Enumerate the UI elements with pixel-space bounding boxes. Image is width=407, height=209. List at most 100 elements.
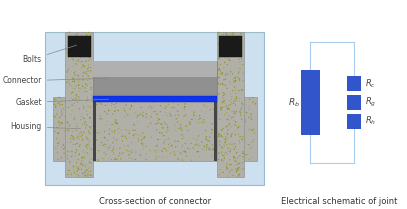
Point xyxy=(230,121,236,125)
Point xyxy=(85,31,92,34)
Point xyxy=(83,83,90,87)
Point xyxy=(217,124,223,127)
Point xyxy=(183,125,189,128)
Point xyxy=(86,105,92,108)
Point xyxy=(232,120,239,123)
Point xyxy=(181,115,187,118)
Point xyxy=(218,127,225,130)
Point xyxy=(224,34,231,37)
Point xyxy=(70,50,77,53)
Point xyxy=(79,159,85,162)
Point xyxy=(125,150,131,153)
Point xyxy=(82,120,88,124)
Point xyxy=(140,136,147,140)
Point xyxy=(224,146,230,149)
Point xyxy=(96,144,103,147)
Point xyxy=(240,152,246,155)
Point xyxy=(215,140,221,143)
Point xyxy=(84,110,90,113)
Point xyxy=(147,104,153,107)
Point xyxy=(98,103,105,106)
Point xyxy=(59,113,65,117)
Point xyxy=(172,145,179,149)
Point xyxy=(88,132,94,135)
Point xyxy=(183,154,190,158)
Point xyxy=(239,101,245,104)
Point xyxy=(207,108,214,111)
Point xyxy=(234,156,241,160)
Point xyxy=(78,97,85,100)
Point xyxy=(59,121,66,125)
Point xyxy=(218,145,225,148)
Point xyxy=(80,152,87,155)
Point xyxy=(221,99,228,102)
Point xyxy=(227,92,234,96)
Point xyxy=(231,156,238,159)
Point xyxy=(69,152,75,156)
Point xyxy=(79,133,86,136)
Point xyxy=(130,101,137,104)
Point xyxy=(83,124,90,127)
Point xyxy=(203,138,209,141)
Point xyxy=(197,116,204,120)
Point xyxy=(83,44,90,47)
Point xyxy=(83,82,89,85)
Point xyxy=(134,115,140,119)
Point xyxy=(81,71,88,74)
Point xyxy=(224,87,230,90)
Point xyxy=(239,106,245,109)
Point xyxy=(54,102,60,105)
Point xyxy=(222,39,228,42)
Point xyxy=(140,143,146,147)
Point xyxy=(192,144,199,147)
Point xyxy=(163,105,170,108)
Point xyxy=(219,71,225,75)
Point xyxy=(82,163,89,167)
Point xyxy=(66,82,73,85)
Point xyxy=(250,138,257,141)
Point xyxy=(80,84,86,88)
Point xyxy=(239,88,245,92)
Point xyxy=(69,90,76,94)
Point xyxy=(221,140,227,144)
Point xyxy=(79,133,85,137)
Point xyxy=(228,105,234,108)
Point xyxy=(181,108,188,111)
Point xyxy=(88,105,94,108)
Point xyxy=(85,129,91,132)
Point xyxy=(67,117,74,121)
Point xyxy=(226,163,233,166)
Point xyxy=(110,151,117,154)
Bar xyxy=(93,96,217,102)
Point xyxy=(239,145,245,148)
Point xyxy=(76,152,83,156)
Point xyxy=(210,147,217,150)
Point xyxy=(55,150,61,154)
Point xyxy=(216,151,223,154)
Point xyxy=(241,131,247,134)
Point xyxy=(224,35,231,38)
Text: $R_b$: $R_b$ xyxy=(288,96,300,109)
Point xyxy=(211,129,217,132)
Point xyxy=(80,37,87,40)
Point xyxy=(224,166,231,170)
Point xyxy=(152,122,159,125)
Point xyxy=(216,92,222,96)
Point xyxy=(179,158,186,162)
Point xyxy=(148,135,155,139)
Point xyxy=(101,110,108,113)
Point xyxy=(223,135,229,139)
Point xyxy=(64,154,71,158)
Point xyxy=(60,144,66,147)
Point xyxy=(172,113,179,117)
Point xyxy=(69,109,75,112)
Text: Housing: Housing xyxy=(11,122,81,131)
Point xyxy=(164,126,171,129)
Point xyxy=(198,109,205,113)
Point xyxy=(223,139,230,142)
Point xyxy=(81,130,87,133)
Point xyxy=(126,136,133,139)
Point xyxy=(68,173,75,176)
Point xyxy=(231,76,238,79)
Point xyxy=(65,106,72,109)
